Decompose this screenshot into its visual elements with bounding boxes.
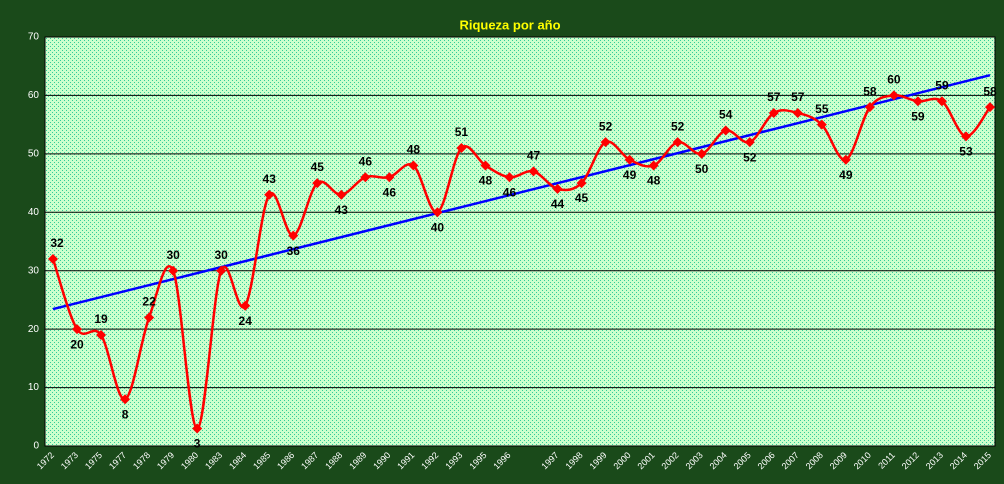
plot-area [44,36,996,447]
y-tick-label: 70 [28,32,40,43]
data-marker [408,160,419,171]
data-label: 59 [935,78,949,92]
data-marker [312,178,323,189]
data-label: 54 [719,108,733,122]
data-marker [432,207,443,218]
data-marker [144,312,155,323]
data-label: 58 [863,84,877,98]
data-marker [192,423,203,434]
data-marker [264,189,275,200]
data-marker [792,107,803,118]
data-label: 3 [194,437,201,451]
y-tick-label: 30 [28,265,40,276]
data-label: 30 [214,248,228,262]
data-label: 60 [887,73,901,87]
data-label: 52 [599,119,613,133]
data-marker [912,96,923,107]
data-marker [504,172,515,183]
data-label: 45 [575,191,589,205]
data-marker [864,102,875,113]
data-label: 43 [263,172,277,186]
data-label: 46 [503,185,517,199]
chart-title: Riqueza por año [459,17,560,32]
data-marker [216,265,227,276]
data-marker [552,183,563,194]
data-marker [576,178,587,189]
data-label: 57 [791,90,805,104]
data-marker [985,102,995,113]
data-label: 32 [50,236,64,250]
data-label: 36 [287,244,301,258]
data-label: 19 [94,312,108,326]
data-label: 50 [695,162,709,176]
data-marker [624,154,635,165]
data-marker [720,125,731,136]
data-marker [360,172,371,183]
data-label: 59 [911,109,925,123]
data-marker [648,160,659,171]
data-label: 52 [743,150,757,164]
data-label: 44 [551,197,565,211]
y-tick-label: 60 [28,90,40,101]
data-label: 43 [335,203,349,217]
data-marker [336,189,347,200]
data-label: 48 [647,174,661,188]
data-marker [768,107,779,118]
y-tick-label: 40 [28,207,40,218]
data-marker [696,148,707,159]
data-label: 47 [527,149,541,163]
data-label: 22 [142,295,156,309]
data-marker [120,394,131,405]
data-marker [528,166,539,177]
data-label: 49 [839,168,853,182]
data-marker [48,254,58,265]
data-marker [888,90,899,101]
data-marker [384,172,395,183]
y-tick-label: 20 [28,324,40,335]
data-marker [72,324,83,335]
data-label: 57 [767,90,781,104]
data-label: 24 [239,314,253,328]
data-label: 49 [623,168,637,182]
data-label: 58 [983,84,997,98]
y-tick-label: 10 [28,382,40,393]
y-tick-label: 50 [28,148,40,159]
data-label: 45 [311,160,325,174]
data-marker [96,329,107,340]
data-label: 8 [122,407,129,421]
data-label: 40 [431,220,445,234]
data-marker [456,143,467,154]
data-marker [744,137,755,148]
data-label: 48 [479,174,493,188]
data-label: 53 [959,145,973,159]
data-label: 46 [383,185,397,199]
data-label: 20 [70,337,84,351]
data-marker [600,137,611,148]
data-marker [480,160,491,171]
data-label: 46 [359,154,373,168]
data-marker [960,131,971,142]
data-marker [672,137,683,148]
data-label: 51 [455,125,469,139]
data-label: 52 [671,119,685,133]
trendline [52,73,991,311]
data-marker [936,96,947,107]
data-label: 30 [166,248,180,262]
data-marker [240,300,251,311]
data-label: 55 [815,102,829,116]
data-label: 48 [407,143,421,157]
data-marker [288,230,299,241]
data-marker [816,119,827,130]
data-marker [168,265,179,276]
y-tick-label: 0 [33,441,39,452]
data-marker [840,154,851,165]
